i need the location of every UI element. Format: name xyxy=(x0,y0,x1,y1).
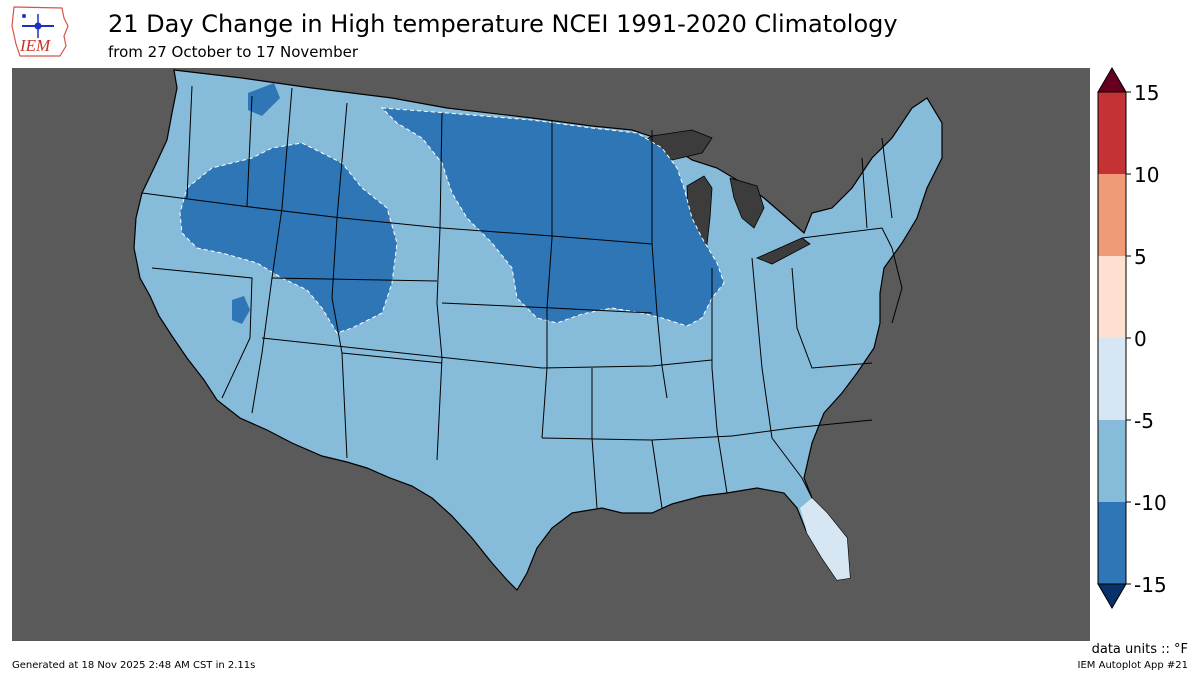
generated-timestamp: Generated at 18 Nov 2025 2:48 AM CST in … xyxy=(12,660,256,671)
colorbar-tick-label: 10 xyxy=(1134,163,1159,187)
florida-bin-neg5-0 xyxy=(800,498,850,580)
data-units-label: data units :: °F xyxy=(1091,642,1188,657)
colorbar-bin-10-15 xyxy=(1098,92,1126,174)
colorbar-bin-0-5 xyxy=(1098,256,1126,338)
colorbar-tick-label: -5 xyxy=(1134,409,1154,433)
bin-neg15-neg10-west xyxy=(179,142,398,334)
iem-logo: IEM xyxy=(11,6,69,57)
state-borders xyxy=(141,85,903,509)
colorbar-tick-label: -10 xyxy=(1134,491,1167,515)
colorbar-tick-label: 5 xyxy=(1134,245,1147,269)
colorbar-bin-neg10-neg5 xyxy=(1098,420,1126,502)
conus-map xyxy=(12,68,1090,641)
colorbar-bin-neg15-neg10 xyxy=(1098,502,1126,584)
lake-huron xyxy=(729,177,765,229)
map-title: 21 Day Change in High temperature NCEI 1… xyxy=(108,10,898,38)
colorbar-bin-5-10 xyxy=(1098,174,1126,256)
colorbar-tick-label: -15 xyxy=(1134,573,1167,597)
bin-neg15-neg10-nv-spot xyxy=(232,296,250,324)
bin-neg15-neg10-wa-spot xyxy=(248,83,280,116)
colorbar: 15 10 5 0 -5 -10 -15 xyxy=(1097,67,1167,609)
colorbar-bin-neg5-0 xyxy=(1098,338,1126,420)
colorbar-under-triangle xyxy=(1097,583,1127,609)
logo-text: IEM xyxy=(19,36,51,55)
bin-neg15-neg10-central xyxy=(380,107,725,327)
autoplot-app-label: IEM Autoplot App #21 xyxy=(1077,660,1188,671)
colorbar-over-triangle xyxy=(1097,67,1127,93)
colorbar-tick-label: 0 xyxy=(1134,327,1147,351)
colorbar-tick-label: 15 xyxy=(1134,81,1159,105)
map-subtitle: from 27 October to 17 November xyxy=(108,43,359,61)
lake-erie xyxy=(755,237,811,265)
